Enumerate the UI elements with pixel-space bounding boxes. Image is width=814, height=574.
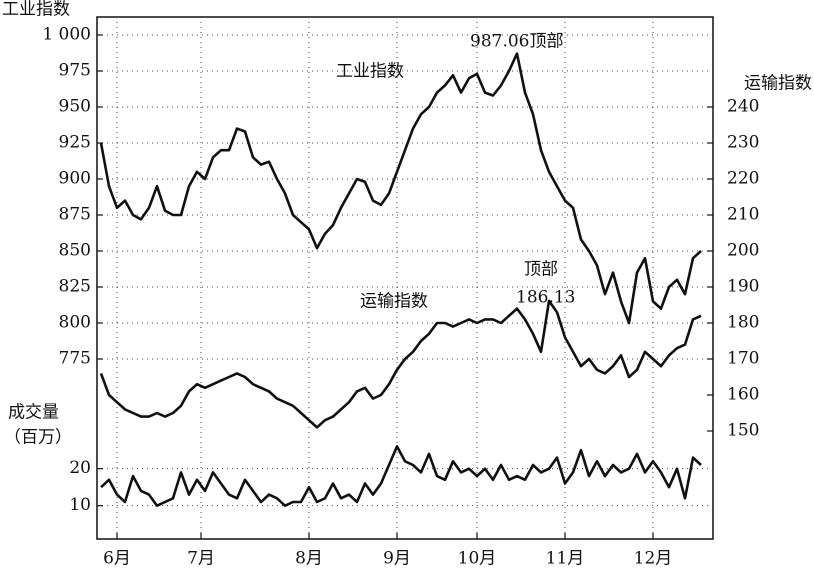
- plot-frame: [96, 16, 714, 540]
- y2-tick-label: 220: [727, 169, 759, 189]
- series-label: 工业指数: [336, 62, 404, 82]
- y2-tick-label: 160: [727, 385, 759, 405]
- y3-axis-label: （百万）: [4, 428, 72, 448]
- y2-tick-label: 150: [727, 421, 759, 441]
- x-tick-label: 12月: [634, 549, 673, 569]
- y2-tick-label: 230: [727, 133, 759, 153]
- annotation: 987.06顶部: [470, 32, 563, 52]
- series-line: [100, 445, 702, 507]
- y-tick-label: 975: [59, 61, 91, 81]
- x-tick-label: 6月: [103, 549, 131, 569]
- y-axis-label: 工业指数: [2, 0, 70, 20]
- y-tick-label: 20: [69, 458, 91, 478]
- annotation: 顶部: [524, 260, 558, 280]
- y2-tick-label: 200: [727, 241, 759, 261]
- y3-axis-label: 成交量: [8, 403, 59, 423]
- y2-tick-label: 210: [727, 205, 759, 225]
- y-tick-label: 850: [59, 241, 91, 261]
- y-tick-label: 875: [59, 205, 91, 225]
- y2-tick-label: 170: [727, 349, 759, 369]
- x-tick-label: 11月: [546, 549, 585, 569]
- y-tick-label: 950: [59, 97, 91, 117]
- y-tick-label: 925: [59, 133, 91, 153]
- y-tick-label: 775: [59, 349, 91, 369]
- y2-tick-label: 180: [727, 313, 759, 333]
- y2-axis-label: 运输指数: [744, 74, 812, 94]
- y-tick-label: 825: [59, 277, 91, 297]
- x-tick-label: 7月: [187, 549, 215, 569]
- annotation: 186.13: [516, 288, 575, 308]
- y2-tick-label: 240: [727, 97, 759, 117]
- x-tick-label: 8月: [295, 549, 323, 569]
- y-tick-label: 900: [59, 169, 91, 189]
- x-tick-label: 10月: [458, 549, 497, 569]
- series-label: 运输指数: [360, 292, 428, 312]
- y-tick-label: 800: [59, 313, 91, 333]
- x-tick-label: 9月: [383, 549, 411, 569]
- series-line: [99, 299, 702, 429]
- y-tick-label: 10: [69, 495, 91, 515]
- y-tick-label: 1 000: [42, 25, 91, 45]
- series-line: [99, 52, 702, 325]
- y2-tick-label: 190: [727, 277, 759, 297]
